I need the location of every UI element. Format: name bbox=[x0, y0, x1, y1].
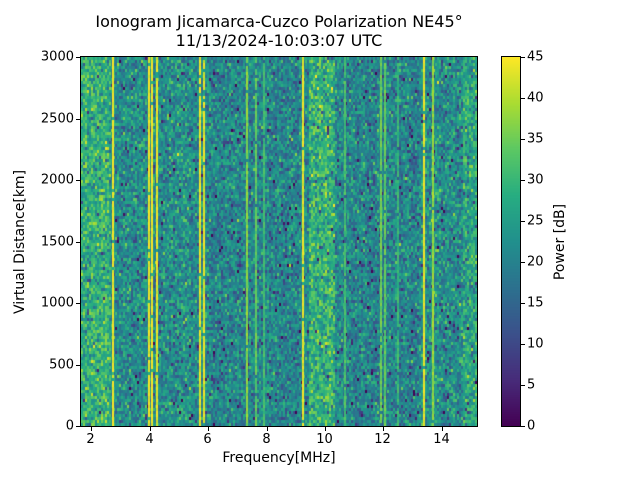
colorbar-tick-label: 25 bbox=[527, 213, 544, 229]
figure-subtitle: 11/13/2024-10:03:07 UTC bbox=[175, 31, 383, 50]
colorbar-canvas bbox=[502, 57, 520, 426]
x-tick-label: 6 bbox=[203, 432, 212, 447]
colorbar-label: Power [dB] bbox=[552, 203, 568, 281]
colorbar-tick-label: 10 bbox=[527, 336, 544, 352]
y-tick-label: 1000 bbox=[40, 295, 74, 311]
colorbar-tick-label: 5 bbox=[527, 377, 536, 393]
x-tick-mark bbox=[90, 427, 92, 431]
y-axis-label: Virtual Distance[km] bbox=[12, 169, 28, 315]
colorbar-tick-mark bbox=[521, 57, 525, 58]
x-tick-mark bbox=[382, 427, 384, 431]
x-tick-mark bbox=[324, 427, 326, 431]
colorbar-tick-mark bbox=[521, 262, 525, 263]
figure-title: Ionogram Jicamarca-Cuzco Polarization NE… bbox=[95, 12, 463, 31]
y-tick-label: 2500 bbox=[40, 111, 74, 127]
colorbar-tick-label: 0 bbox=[527, 418, 536, 434]
colorbar-tick-mark bbox=[521, 385, 525, 386]
x-tick-label: 10 bbox=[316, 432, 333, 447]
heatmap-canvas bbox=[81, 57, 477, 426]
colorbar-tick-mark bbox=[521, 139, 525, 140]
colorbar-tick-mark bbox=[521, 98, 525, 99]
y-tick-label: 2000 bbox=[40, 172, 74, 188]
y-tick-label: 3000 bbox=[40, 49, 74, 65]
x-axis-label: Frequency[MHz] bbox=[222, 450, 336, 466]
y-tick-label: 0 bbox=[65, 418, 74, 434]
colorbar-tick-mark bbox=[521, 344, 525, 345]
x-tick-mark bbox=[441, 427, 443, 431]
colorbar-tick-mark bbox=[521, 180, 525, 181]
x-tick-label: 4 bbox=[145, 432, 154, 447]
x-tick-label: 8 bbox=[262, 432, 271, 447]
colorbar-tick-label: 30 bbox=[527, 172, 544, 188]
x-tick-label: 2 bbox=[86, 432, 95, 447]
colorbar-tick-mark bbox=[521, 303, 525, 304]
y-tick-label: 1500 bbox=[40, 234, 74, 250]
colorbar-tick-label: 35 bbox=[527, 131, 544, 147]
title-block: Ionogram Jicamarca-Cuzco Polarization NE… bbox=[80, 12, 478, 50]
x-tick-mark bbox=[149, 427, 151, 431]
x-tick-mark bbox=[266, 427, 268, 431]
x-tick-label: 12 bbox=[374, 432, 391, 447]
colorbar-tick-mark bbox=[521, 221, 525, 222]
plot-area bbox=[80, 56, 478, 427]
colorbar bbox=[501, 56, 521, 427]
colorbar-tick-label: 40 bbox=[527, 90, 544, 106]
colorbar-tick-mark bbox=[521, 426, 525, 427]
colorbar-tick-label: 20 bbox=[527, 254, 544, 270]
colorbar-tick-label: 45 bbox=[527, 49, 544, 65]
colorbar-tick-label: 15 bbox=[527, 295, 544, 311]
y-tick-label: 500 bbox=[49, 357, 74, 373]
x-tick-mark bbox=[207, 427, 209, 431]
x-tick-label: 14 bbox=[433, 432, 450, 447]
